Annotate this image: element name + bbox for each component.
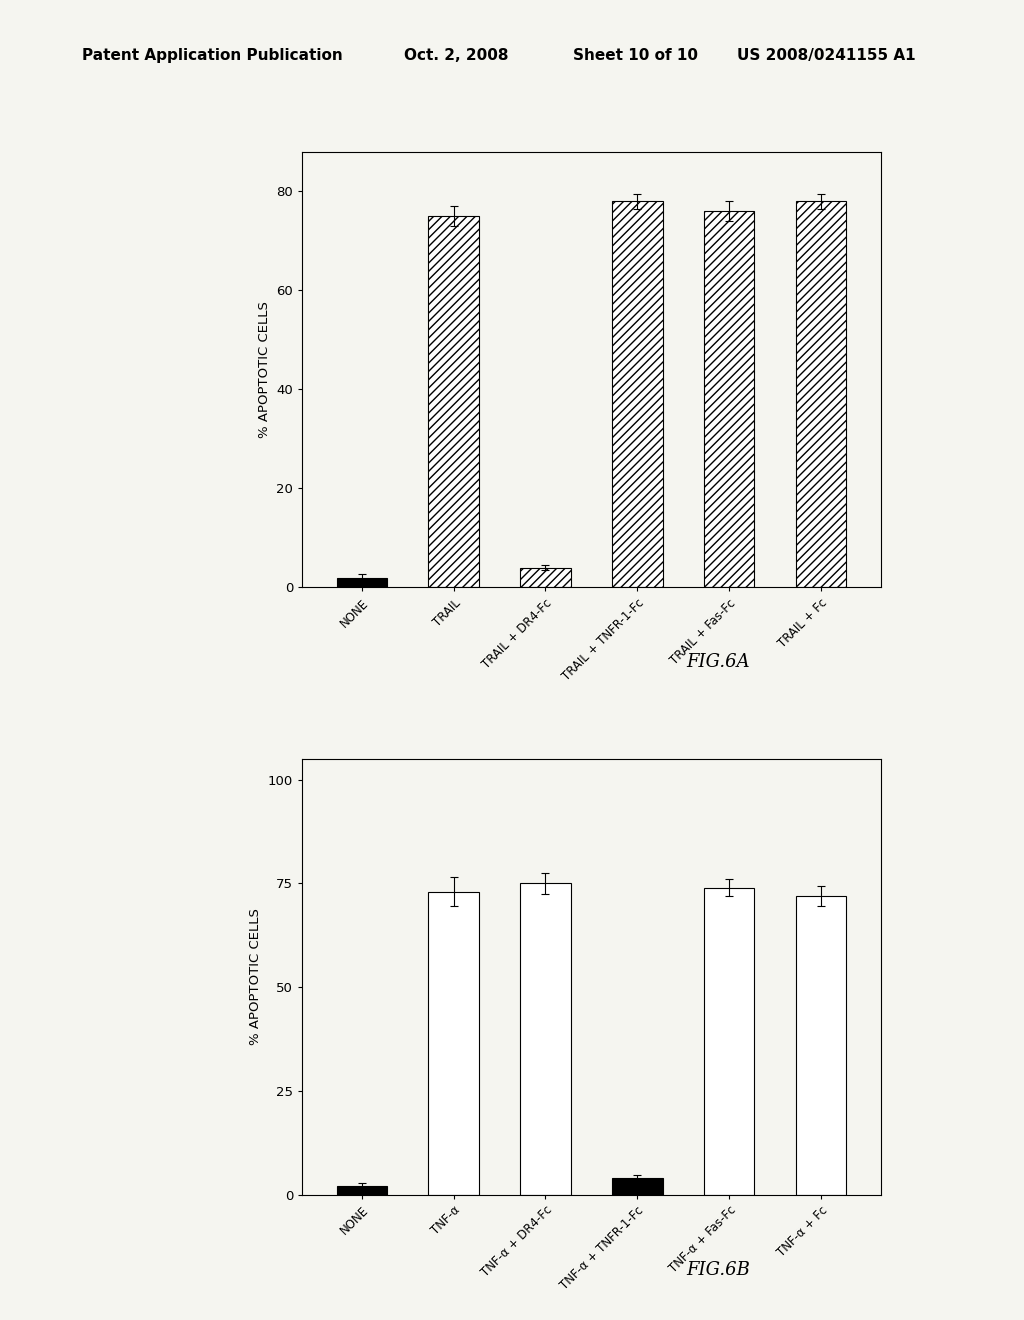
Y-axis label: % APOPTOTIC CELLS: % APOPTOTIC CELLS	[249, 908, 262, 1045]
Text: Patent Application Publication: Patent Application Publication	[82, 48, 343, 62]
Bar	[612, 1177, 663, 1195]
Bar	[703, 887, 755, 1195]
Bar	[428, 216, 479, 587]
Text: FIG.6A: FIG.6A	[686, 653, 750, 672]
Bar	[612, 201, 663, 587]
Bar	[520, 883, 570, 1195]
Text: Oct. 2, 2008: Oct. 2, 2008	[404, 48, 509, 62]
Text: Sheet 10 of 10: Sheet 10 of 10	[573, 48, 698, 62]
Bar	[520, 568, 570, 587]
Bar	[337, 1187, 387, 1195]
Bar	[796, 201, 846, 587]
Text: FIG.6B: FIG.6B	[686, 1261, 750, 1279]
Y-axis label: % APOPTOTIC CELLS: % APOPTOTIC CELLS	[258, 301, 270, 438]
Text: US 2008/0241155 A1: US 2008/0241155 A1	[737, 48, 915, 62]
Bar	[796, 896, 846, 1195]
Bar	[428, 892, 479, 1195]
Bar	[703, 211, 755, 587]
Bar	[337, 578, 387, 587]
